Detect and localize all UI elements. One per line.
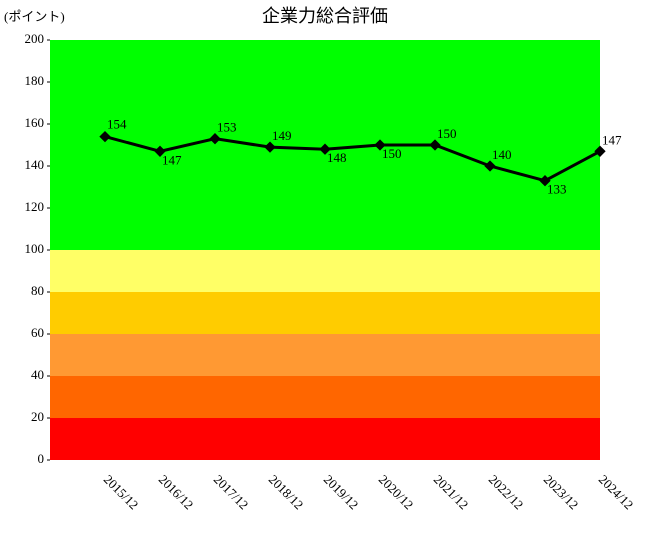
point-marker bbox=[539, 175, 551, 187]
data-label: 150 bbox=[382, 146, 402, 161]
data-label: 154 bbox=[107, 117, 127, 132]
y-tick-label: 0 bbox=[38, 451, 45, 466]
data-label: 140 bbox=[492, 147, 512, 162]
band bbox=[50, 334, 600, 376]
series-line bbox=[104, 135, 601, 183]
point-marker bbox=[484, 160, 496, 172]
y-tick-label: 200 bbox=[25, 31, 45, 46]
y-tick-label: 20 bbox=[31, 409, 44, 424]
x-tick-label: 2020/12 bbox=[376, 472, 417, 513]
data-label: 148 bbox=[327, 150, 347, 165]
y-tick-label: 60 bbox=[31, 325, 44, 340]
y-tick-label: 160 bbox=[25, 115, 45, 130]
y-tick-label: 100 bbox=[25, 241, 45, 256]
data-label: 150 bbox=[437, 126, 457, 141]
point-marker bbox=[319, 143, 331, 155]
x-tick-label: 2017/12 bbox=[211, 472, 252, 513]
point-marker bbox=[374, 139, 386, 151]
data-label: 147 bbox=[602, 132, 622, 147]
data-label: 133 bbox=[547, 182, 567, 197]
chart-title: 企業力総合評価 bbox=[262, 6, 388, 26]
point-marker bbox=[594, 145, 606, 157]
x-tick-label: 2022/12 bbox=[486, 472, 527, 513]
data-label: 147 bbox=[162, 152, 182, 167]
x-tick-label: 2015/12 bbox=[101, 472, 142, 513]
x-tick-label: 2021/12 bbox=[431, 472, 472, 513]
point-marker bbox=[429, 139, 441, 151]
data-label: 153 bbox=[217, 120, 237, 135]
data-label: 149 bbox=[272, 128, 292, 143]
point-marker bbox=[154, 145, 166, 157]
x-tick-label: 2024/12 bbox=[596, 472, 637, 513]
band bbox=[50, 250, 600, 292]
x-tick-label: 2018/12 bbox=[266, 472, 307, 513]
y-tick-label: 120 bbox=[25, 199, 45, 214]
band bbox=[50, 376, 600, 418]
y-tick-label: 80 bbox=[31, 283, 44, 298]
y-tick-label: 180 bbox=[25, 73, 45, 88]
band bbox=[50, 418, 600, 460]
x-tick-label: 2016/12 bbox=[156, 472, 197, 513]
band bbox=[50, 292, 600, 334]
point-marker bbox=[209, 133, 221, 145]
x-tick-label: 2023/12 bbox=[541, 472, 582, 513]
y-tick-label: 40 bbox=[31, 367, 44, 382]
y-axis-label: (ポイント) bbox=[4, 9, 65, 24]
point-marker bbox=[264, 141, 276, 153]
x-tick-label: 2019/12 bbox=[321, 472, 362, 513]
y-tick-label: 140 bbox=[25, 157, 45, 172]
